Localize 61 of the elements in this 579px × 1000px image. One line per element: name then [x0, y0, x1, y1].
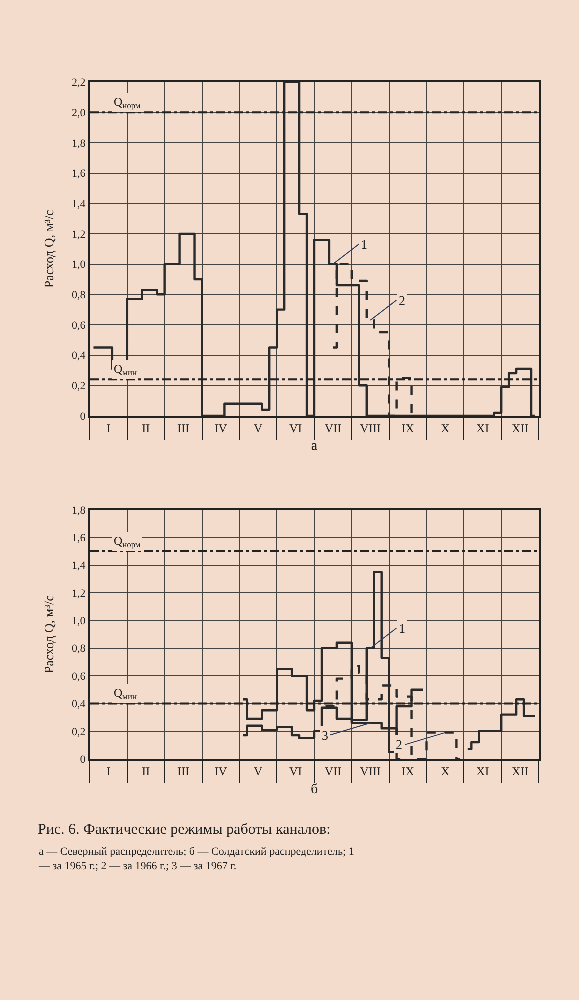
x-tick-label: VIII	[360, 764, 381, 778]
y-tick-label: 1,6	[72, 168, 86, 180]
x-axis-title: б	[310, 782, 318, 798]
y-tick-label: 1,8	[72, 504, 86, 517]
y-tick-label: 0,8	[72, 643, 86, 656]
y-tick-label: 2,2	[72, 77, 86, 90]
x-tick-label: III	[178, 421, 190, 436]
annotation: 2	[399, 293, 406, 308]
y-tick-label: 0,2	[72, 380, 86, 393]
y-tick-label: 0	[80, 754, 86, 766]
y-tick-label: 2,0	[72, 107, 86, 120]
y-tick-label: 0,8	[72, 290, 86, 302]
x-tick-label: XII	[512, 421, 529, 436]
y-tick-label: 0,6	[72, 320, 86, 332]
x-tick-label: IV	[214, 764, 228, 778]
x-tick-label: V	[254, 421, 264, 436]
x-tick-label: IX	[402, 764, 415, 778]
y-tick-label: 0,6	[72, 670, 86, 683]
ref-line-label: Q$_{мин}$	[114, 686, 138, 702]
x-tick-label: III	[178, 764, 190, 778]
ref-line-label: Q$_{норм}$	[114, 534, 142, 550]
y-tick-label: 1,8	[72, 138, 86, 150]
y-axis-title: Расход Q, м³/с	[42, 210, 56, 288]
annotation: 1	[399, 621, 406, 636]
y-tick-label: 0,4	[72, 698, 86, 711]
y-tick-label: 0,4	[72, 350, 86, 362]
ref-line-label: Q$_{мин}$	[114, 362, 138, 378]
ref-line-label: Q$_{норм}$	[114, 95, 142, 111]
x-tick-label: VIII	[360, 421, 381, 436]
x-axis-title: а	[311, 439, 318, 454]
x-tick-label: X	[441, 421, 450, 436]
x-tick-label: I	[106, 764, 111, 778]
y-tick-label: 1,6	[72, 532, 86, 545]
x-tick-label: VII	[324, 764, 342, 778]
y-tick-label: 1,0	[72, 616, 86, 628]
annotation: 1	[361, 237, 368, 252]
x-tick-label: VI	[289, 421, 302, 436]
x-tick-label: II	[142, 421, 150, 436]
y-axis-title: Расход Q, м³/с	[42, 595, 56, 674]
text: а — Северный распределитель; б — Солдатский распределитель; 1 — за 1965 г.; 2 — за 1966 г.; 3 — за 1967 г.	[38, 846, 354, 872]
y-tick-label: 1,4	[72, 198, 86, 210]
x-tick-label: XII	[512, 764, 529, 778]
y-tick-label: 1,4	[72, 560, 86, 572]
x-tick-label: II	[142, 764, 150, 778]
x-tick-label: I	[106, 421, 111, 436]
x-tick-label: IV	[214, 421, 228, 436]
text: Рис. 6. Фактические режимы работы каналов:	[38, 822, 331, 838]
y-tick-label: 1,0	[72, 259, 86, 272]
annotation: 3	[322, 728, 328, 743]
y-tick-label: 0	[80, 410, 86, 423]
y-tick-label: 1,2	[72, 228, 86, 241]
annotation: 2	[396, 737, 402, 752]
x-tick-label: X	[441, 764, 450, 778]
x-tick-label: VI	[289, 764, 302, 778]
x-tick-label: V	[254, 764, 264, 778]
y-tick-label: 1,2	[72, 588, 86, 600]
x-tick-label: XI	[476, 421, 490, 436]
y-tick-label: 0,2	[72, 726, 86, 738]
x-tick-label: VII	[324, 421, 342, 436]
x-tick-label: XI	[476, 764, 490, 778]
x-tick-label: IX	[402, 421, 415, 436]
